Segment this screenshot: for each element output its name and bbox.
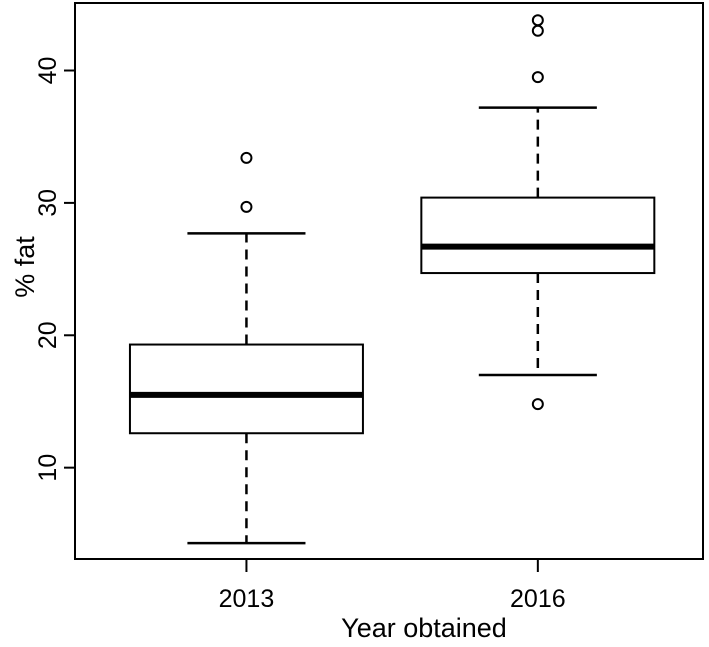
y-tick-label: 40: [34, 57, 62, 85]
outlier-point: [531, 24, 544, 37]
x-tick-label: 2016: [510, 585, 566, 613]
outlier-point: [240, 151, 253, 164]
y-tick-label: 20: [34, 321, 62, 349]
outlier-point: [531, 71, 544, 84]
outlier-point: [531, 14, 544, 27]
outlier-point: [240, 200, 253, 213]
x-axis-title: Year obtained: [341, 613, 507, 643]
chart-layer: 10 20 30 40 2013 2016: [34, 2, 704, 613]
y-tick-label: 30: [34, 189, 62, 217]
y-tick-label: 10: [34, 454, 62, 482]
x-tick-label: 2013: [219, 585, 275, 613]
plot-border: [74, 2, 704, 560]
iqr-box: [128, 343, 364, 435]
outlier-point: [531, 398, 544, 411]
y-axis-title: % fat: [10, 236, 40, 298]
iqr-box: [420, 196, 656, 275]
